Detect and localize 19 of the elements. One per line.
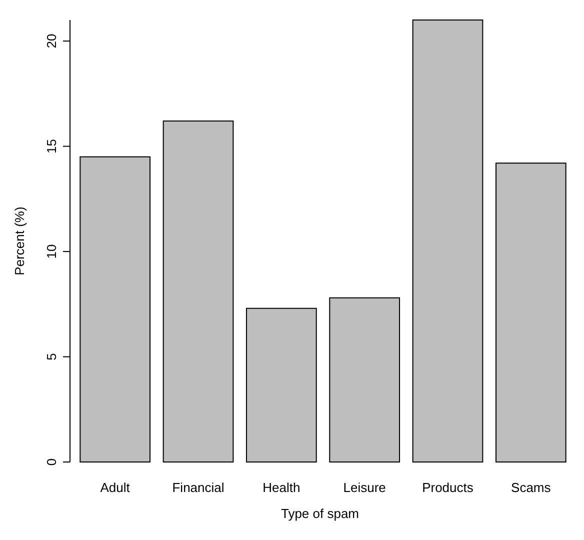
y-tick-label: 5 bbox=[44, 353, 59, 360]
y-tick-label: 15 bbox=[44, 139, 59, 154]
x-axis-title: Type of spam bbox=[280, 506, 360, 521]
y-axis-title: Percent (%) bbox=[12, 206, 27, 276]
bar bbox=[246, 308, 317, 462]
y-tick-label: 20 bbox=[44, 34, 59, 48]
bar bbox=[80, 156, 151, 462]
y-tick-label: 10 bbox=[44, 244, 59, 259]
bar bbox=[495, 162, 566, 462]
x-tick-label: Leisure bbox=[343, 480, 386, 495]
bar bbox=[329, 297, 400, 462]
x-tick-label: Adult bbox=[100, 480, 130, 495]
bar bbox=[162, 120, 234, 462]
bar bbox=[412, 20, 484, 462]
x-tick-label: Health bbox=[262, 480, 300, 495]
x-tick-label: Financial bbox=[172, 480, 224, 495]
x-tick-label: Scams bbox=[511, 480, 552, 495]
y-tick-label: 0 bbox=[44, 458, 59, 466]
x-tick-label: Products bbox=[422, 480, 474, 495]
